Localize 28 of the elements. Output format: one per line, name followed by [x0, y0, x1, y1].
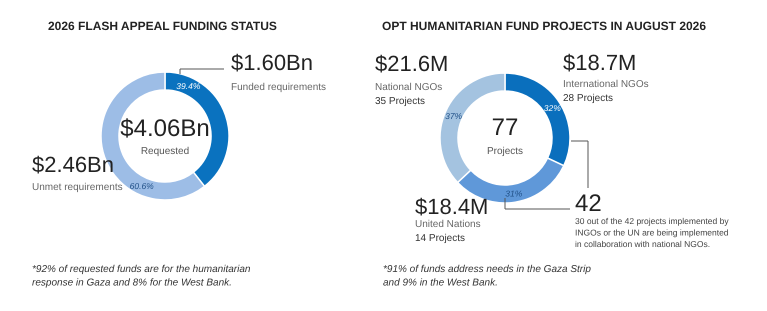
text: 42: [575, 190, 602, 217]
slice-label: International NGOs: [563, 79, 649, 90]
slice-label: Unmet requirements: [32, 182, 123, 193]
chart-title: 2026 FLASH APPEAL FUNDING STATUS: [48, 19, 277, 33]
slice-label: Funded requirements: [231, 82, 326, 93]
text: $2.46Bn: [32, 152, 114, 177]
text: Projects: [486, 146, 524, 157]
data-label: 32%: [544, 102, 562, 113]
slice-label: National NGOs: [375, 82, 442, 93]
text: 28 Projects: [563, 93, 614, 104]
data-label: 37%: [445, 110, 463, 121]
text: 35 Projects: [375, 96, 426, 107]
text: 14 Projects: [415, 233, 466, 244]
text: *91% of funds address needs in the Gaza Strip and 9% in the West Bank.: [383, 264, 592, 288]
text: *92% of requested funds are for the humanitarian response in Gaza and 8% for the West Bank.: [32, 264, 251, 288]
slice-label: United Nations: [415, 219, 481, 230]
text: 30 out of the 42 projects implemented by INGOs or the UN are being implemented in collaboration with national NGOs.: [575, 216, 730, 249]
text: $4.06Bn: [120, 115, 210, 142]
data-label: 31%: [505, 188, 523, 198]
text: $18.7M: [563, 50, 636, 75]
data-label: 39.4%: [176, 81, 201, 92]
chart-title: OPT HUMANITARIAN FUND PROJECTS IN AUGUST 2026: [382, 19, 706, 33]
text: 77: [492, 114, 518, 141]
text: Requested: [140, 146, 190, 157]
text: $21.6M: [375, 51, 448, 76]
text: $18.4M: [415, 194, 488, 219]
data-label: 60.6%: [130, 180, 154, 191]
text: $1.60Bn: [231, 50, 313, 75]
